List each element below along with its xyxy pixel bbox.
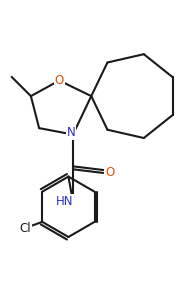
Text: N: N: [67, 126, 76, 139]
Text: O: O: [55, 74, 64, 87]
Text: HN: HN: [56, 195, 74, 208]
Text: Cl: Cl: [19, 222, 31, 235]
Text: O: O: [105, 166, 114, 180]
